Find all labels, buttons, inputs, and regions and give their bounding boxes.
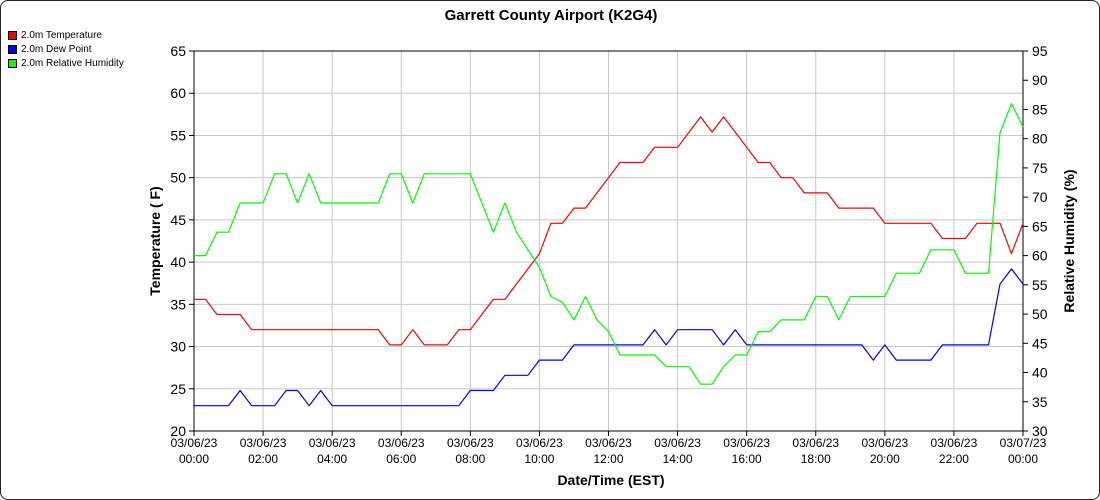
y-tick-label: 40 bbox=[170, 254, 186, 270]
y2-tick-label: 95 bbox=[1032, 43, 1048, 59]
series-line-2-0m-temperature bbox=[194, 116, 1024, 346]
x-tick-date: 03/06/23 bbox=[378, 436, 425, 450]
x-tick-date: 03/06/23 bbox=[654, 436, 701, 450]
x-tick-time: 22:00 bbox=[939, 452, 969, 466]
y-tick-label: 25 bbox=[170, 381, 186, 397]
x-tick-time: 00:00 bbox=[1008, 452, 1038, 466]
x-axis-label: Date/Time (EST) bbox=[557, 472, 664, 488]
x-tick-date: 03/06/23 bbox=[171, 436, 218, 450]
y2-tick-label: 70 bbox=[1032, 189, 1048, 205]
grid bbox=[193, 50, 1024, 432]
y-tick-label: 20 bbox=[170, 423, 186, 439]
x-tick-date: 03/07/23 bbox=[1000, 436, 1047, 450]
x-tick-date: 03/06/23 bbox=[240, 436, 287, 450]
legend-swatch-temperature bbox=[8, 30, 17, 40]
x-tick-date: 03/06/23 bbox=[723, 436, 770, 450]
legend-label-dew-point: 2.0m Dew Point bbox=[21, 43, 92, 55]
legend-label-temperature: 2.0m Temperature bbox=[21, 29, 102, 41]
x-tick-time: 14:00 bbox=[663, 452, 693, 466]
x-tick-date: 03/06/23 bbox=[931, 436, 978, 450]
y-tick-label: 55 bbox=[170, 127, 186, 143]
legend-item-relative-humidity: 2.0m Relative Humidity bbox=[8, 56, 124, 70]
y-tick-label: 50 bbox=[170, 170, 186, 186]
legend-item-temperature: 2.0m Temperature bbox=[8, 28, 124, 42]
y2-tick-label: 35 bbox=[1032, 394, 1048, 410]
x-tick-time: 16:00 bbox=[732, 452, 762, 466]
x-tick-time: 10:00 bbox=[524, 452, 554, 466]
y2-tick-label: 30 bbox=[1032, 423, 1048, 439]
y-axis-label-right: Relative Humidity (%) bbox=[1061, 169, 1077, 312]
y2-tick-label: 60 bbox=[1032, 248, 1048, 264]
legend-label-relative-humidity: 2.0m Relative Humidity bbox=[21, 57, 124, 69]
x-tick-date: 03/06/23 bbox=[861, 436, 908, 450]
series-line-2-0m-relative-humidity bbox=[194, 102, 1024, 385]
y2-tick-label: 65 bbox=[1032, 218, 1048, 234]
y2-tick-label: 90 bbox=[1032, 72, 1048, 88]
chart-title: Garrett County Airport (K2G4) bbox=[445, 7, 658, 24]
y-tick-label: 60 bbox=[170, 85, 186, 101]
y2-tick-label: 85 bbox=[1032, 101, 1048, 117]
y2-tick-label: 75 bbox=[1032, 160, 1048, 176]
x-tick-time: 00:00 bbox=[179, 452, 209, 466]
series-line-2-0m-dew-point bbox=[194, 268, 1024, 407]
y2-tick-label: 50 bbox=[1032, 306, 1048, 322]
x-tick-time: 08:00 bbox=[455, 452, 485, 466]
y-tick-label: 30 bbox=[170, 339, 186, 355]
y2-tick-label: 80 bbox=[1032, 131, 1048, 147]
y-tick-label: 35 bbox=[170, 296, 186, 312]
y2-tick-label: 55 bbox=[1032, 277, 1048, 293]
legend-swatch-dew-point bbox=[8, 44, 17, 54]
x-tick-time: 02:00 bbox=[248, 452, 278, 466]
x-tick-time: 04:00 bbox=[317, 452, 347, 466]
y-axis-label-left: Temperature ( F) bbox=[147, 186, 163, 295]
x-tick-date: 03/06/23 bbox=[516, 436, 563, 450]
axes: 20 25 30 35 40 45 50 55 60 65 30 35 40 45 50 55 60 65 70 75… bbox=[170, 43, 1047, 466]
x-tick-time: 18:00 bbox=[801, 452, 831, 466]
x-tick-date: 03/06/23 bbox=[792, 436, 839, 450]
legend-swatch-relative-humidity bbox=[8, 58, 17, 68]
x-tick-time: 06:00 bbox=[386, 452, 416, 466]
x-tick-time: 12:00 bbox=[593, 452, 623, 466]
legend: 2.0m Temperature 2.0m Dew Point 2.0m Rel… bbox=[8, 28, 124, 70]
y-tick-label: 65 bbox=[170, 43, 186, 59]
legend-item-dew-point: 2.0m Dew Point bbox=[8, 42, 124, 56]
x-tick-time: 20:00 bbox=[870, 452, 900, 466]
y2-tick-label: 40 bbox=[1032, 365, 1048, 381]
x-tick-date: 03/06/23 bbox=[447, 436, 494, 450]
y2-tick-label: 45 bbox=[1032, 335, 1048, 351]
x-tick-date: 03/06/23 bbox=[585, 436, 632, 450]
y-tick-label: 45 bbox=[170, 212, 186, 228]
series-layer bbox=[194, 102, 1024, 407]
x-tick-date: 03/06/23 bbox=[309, 436, 356, 450]
